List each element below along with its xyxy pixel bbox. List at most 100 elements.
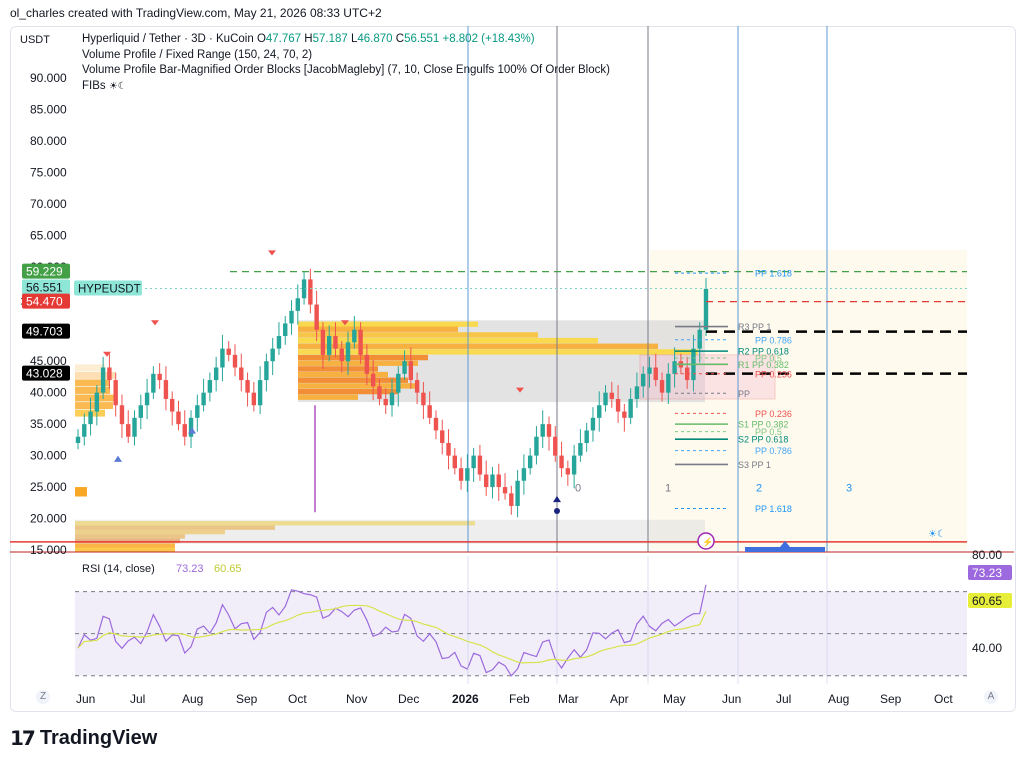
x-tick-Aug-14: Aug xyxy=(828,692,849,706)
tag-ticker-bg xyxy=(74,280,142,296)
pivot-label-6: PP 0.236 xyxy=(755,369,792,379)
candle-body-38 xyxy=(314,304,319,330)
vp-bar-bottom-1 xyxy=(75,525,275,530)
candle-body-91 xyxy=(647,367,652,374)
candle-body-70 xyxy=(515,480,520,506)
candle-body-74 xyxy=(540,424,545,437)
legend-open: 47.767 xyxy=(265,33,302,45)
price-tick-70: 70.000 xyxy=(30,197,67,211)
legend-symbol[interactable]: Hyperliquid / Tether · 3D · KuCoin xyxy=(82,33,254,45)
candle-body-77 xyxy=(559,455,564,469)
legend-low: 46.870 xyxy=(357,33,393,45)
x-tick-Jun-0: Jun xyxy=(76,692,95,706)
legend-symbol-row[interactable]: Hyperliquid / Tether · 3D · KuCoin O47.7… xyxy=(82,32,610,48)
pivot-label-7: PP xyxy=(738,389,750,399)
pivot-label-1: R3 PP 1 xyxy=(738,322,771,332)
pivot-label-11: S2 PP 0.618 xyxy=(738,435,788,445)
auto-scale-button[interactable]: A xyxy=(984,690,998,704)
vp-bar-upper-3 xyxy=(298,337,598,344)
candle-body-17 xyxy=(182,424,187,437)
x-tick-May-11: May xyxy=(663,692,686,706)
vp-bar-upper-1 xyxy=(298,326,458,332)
candle-body-50 xyxy=(389,392,395,406)
candle-body-69 xyxy=(509,493,514,506)
lightning-icon xyxy=(697,532,715,550)
candle-body-27 xyxy=(245,380,250,393)
legend-indicator-volume-profile[interactable]: Volume Profile / Fixed Range (150, 24, 7… xyxy=(82,48,313,61)
tag-fib[interactable]: 59.229 xyxy=(26,265,63,279)
candle-body-45 xyxy=(358,329,363,355)
price-tick-75: 75.000 xyxy=(30,165,67,179)
tag-red[interactable]: 54.470 xyxy=(26,295,63,309)
candle-body-76 xyxy=(553,436,558,456)
candle-body-61 xyxy=(458,468,464,481)
pivot-label-8: PP 0.236 xyxy=(755,409,792,419)
vp-bar-upper-5 xyxy=(298,349,698,355)
candle-body-4 xyxy=(100,367,106,393)
candle-body-52 xyxy=(402,361,407,374)
rsi-tick-80: 80.00 xyxy=(972,548,1002,562)
candle-body-44 xyxy=(352,329,357,343)
candle-body-13 xyxy=(157,373,162,381)
cycle-label-3: 3 xyxy=(846,482,852,494)
candle-body-12 xyxy=(151,373,156,393)
tag-fib-bg xyxy=(22,263,70,279)
tag-black2-bg xyxy=(22,365,70,381)
vp-bar-upper-4 xyxy=(298,343,658,349)
vp-bar-upper-10 xyxy=(298,377,408,383)
rsi-band xyxy=(75,591,967,676)
vp-bar-upper-0 xyxy=(298,321,478,327)
price-tick-25: 25.000 xyxy=(30,480,67,494)
x-tick-Aug-2: Aug xyxy=(182,692,203,706)
vp-bar-bottom-0 xyxy=(75,521,475,526)
candle-body-33 xyxy=(283,323,288,337)
rsi-tag-bg xyxy=(968,565,1012,580)
candle-body-54 xyxy=(414,380,420,393)
candle-body-30 xyxy=(264,361,269,381)
x-tick-Mar-9: Mar xyxy=(558,692,579,706)
brand-name: TradingView xyxy=(39,727,158,749)
candle-body-6 xyxy=(113,380,118,406)
legend-low-label: L xyxy=(350,33,358,45)
candle-body-94 xyxy=(666,373,671,393)
candle-body-14 xyxy=(163,380,169,399)
candle-body-36 xyxy=(301,279,307,299)
candle-body-66 xyxy=(490,474,495,488)
candle-body-34 xyxy=(289,310,294,324)
price-tick-45: 45.000 xyxy=(30,354,67,368)
candle-body-86 xyxy=(615,398,621,412)
candle-body-89 xyxy=(634,386,640,399)
legend-indicator-fibs[interactable]: FIBs ☀☾ xyxy=(82,79,610,95)
candle-body-84 xyxy=(603,392,608,406)
vp-bar-upper-2 xyxy=(298,332,538,338)
price-tick-65: 65.000 xyxy=(30,228,67,242)
legend-open-label: O xyxy=(256,33,266,45)
price-tick-90: 90.000 xyxy=(30,71,67,85)
rsi-ma-tag: 60.65 xyxy=(972,594,1002,608)
pivot-label-5: R1 PP 0.382 xyxy=(738,360,789,370)
candle-body-80 xyxy=(578,443,583,456)
candle-body-3 xyxy=(94,392,100,412)
tag-black1[interactable]: 49.703 xyxy=(26,325,63,339)
vp-bar-bottom-3 xyxy=(75,534,185,539)
candle-body-57 xyxy=(433,417,439,431)
candle-body-63 xyxy=(471,455,476,469)
candle-body-43 xyxy=(345,342,351,362)
candle-body-16 xyxy=(176,411,181,425)
created-by-line: ol_charles created with TradingView.com,… xyxy=(10,6,382,20)
price-tick-20: 20.000 xyxy=(30,512,67,526)
tag-black2[interactable]: 43.028 xyxy=(26,367,63,381)
zoom-z-button[interactable]: Z xyxy=(36,690,50,704)
candle-body-71 xyxy=(521,468,527,481)
candle-body-39 xyxy=(320,329,326,355)
vp-bar-left-5 xyxy=(75,402,113,410)
rsi-tick-40: 40.00 xyxy=(972,641,1002,655)
candle-body-92 xyxy=(653,367,658,381)
candle-body-19 xyxy=(195,405,200,418)
candle-body-20 xyxy=(201,392,206,406)
legend-indicator-order-blocks[interactable]: Volume Profile Bar-Magnified Order Block… xyxy=(82,64,610,76)
vp-bar-upper-8 xyxy=(298,366,378,372)
x-tick-Oct-16: Oct xyxy=(934,692,953,706)
candle-body-53 xyxy=(408,361,414,381)
